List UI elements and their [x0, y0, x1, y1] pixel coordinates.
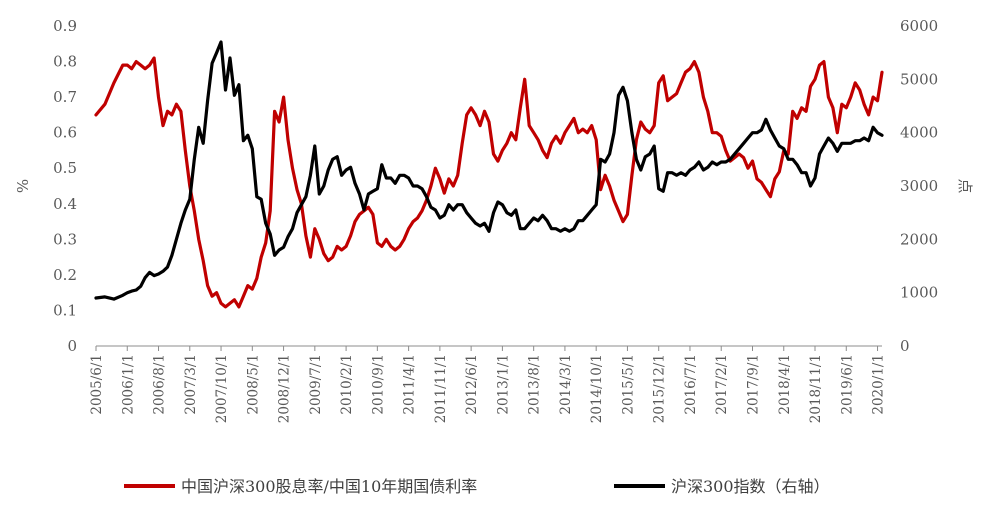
right-tick-label: 2000 [900, 230, 938, 248]
x-tick-label: 2011/4/1 [402, 354, 418, 415]
x-tick-label: 2014/3/1 [558, 354, 574, 415]
x-tick-label: 2010/2/1 [339, 354, 355, 415]
x-tick-label: 2008/5/1 [245, 354, 261, 415]
right-tick-label: 0 [900, 337, 910, 355]
x-tick-label: 2005/6/1 [89, 354, 105, 415]
x-tick-label: 2015/5/1 [620, 354, 636, 415]
left-tick-label: 0.2 [53, 266, 77, 284]
right-tick-label: 3000 [900, 177, 938, 195]
legend-label-dividend-ratio: 中国沪深300股息率/中国10年期国债利率 [181, 477, 477, 496]
x-tick-label: 2008/12/1 [277, 354, 293, 423]
right-axis-ticks: 0 1000 2000 3000 4000 5000 6000 [900, 17, 938, 355]
x-tick-label: 2019/6/1 [839, 354, 855, 415]
legend-label-csi300: 沪深300指数（右轴） [671, 477, 830, 496]
x-tick-label: 2013/1/1 [495, 354, 511, 415]
x-tick-label: 2010/9/1 [370, 354, 386, 415]
left-tick-label: 0.7 [53, 88, 77, 106]
series-line-csi300 [94, 40, 884, 301]
x-tick-label: 2018/4/1 [777, 354, 793, 415]
right-tick-label: 1000 [900, 284, 938, 302]
x-tick-label: 2006/1/1 [120, 354, 136, 415]
x-tick-label: 2017/9/1 [745, 354, 761, 415]
left-axis-ticks: 0 0.1 0.2 0.3 0.4 0.5 0.6 0.7 0.8 0.9 [53, 17, 77, 355]
series-lines [94, 40, 884, 309]
left-axis-title: % [14, 179, 32, 193]
x-tick-label: 2007/3/1 [183, 354, 199, 415]
left-tick-label: 0 [67, 337, 77, 355]
right-axis-title: 点 [956, 178, 974, 193]
x-tick-label: 2012/6/1 [464, 354, 480, 415]
right-tick-label: 5000 [900, 70, 938, 88]
x-tick-label: 2011/11/1 [433, 354, 449, 423]
x-tick-label: 2014/10/1 [589, 354, 605, 423]
left-tick-label: 0.8 [53, 53, 77, 71]
x-tick-label: 2007/10/1 [214, 354, 230, 423]
left-tick-label: 0.6 [53, 124, 77, 142]
x-tick-label: 2017/2/1 [714, 354, 730, 415]
right-tick-label: 6000 [900, 17, 938, 35]
left-tick-label: 0.9 [53, 17, 77, 35]
left-tick-label: 0.5 [53, 159, 77, 177]
x-tick-label: 2006/8/1 [152, 354, 168, 415]
right-tick-label: 4000 [900, 124, 938, 142]
x-tick-label: 2018/11/1 [808, 354, 824, 423]
x-tick-label: 2015/12/1 [652, 354, 668, 423]
x-tick-label: 2020/1/1 [871, 354, 887, 415]
x-tick-label: 2009/7/1 [308, 354, 324, 415]
left-tick-label: 0.3 [53, 230, 77, 248]
x-axis-ticks: 2005/6/1 2006/1/1 2006/8/1 2007/3/1 2007/10/… [89, 346, 887, 423]
legend: 中国沪深300股息率/中国10年期国债利率 沪深300指数（右轴） [124, 477, 830, 496]
left-tick-label: 0.1 [53, 301, 77, 319]
x-tick-label: 2016/7/1 [683, 354, 699, 415]
x-tick-label: 2013/8/1 [527, 354, 543, 415]
series-line-dividend-ratio [94, 56, 884, 309]
left-tick-label: 0.4 [53, 195, 77, 213]
